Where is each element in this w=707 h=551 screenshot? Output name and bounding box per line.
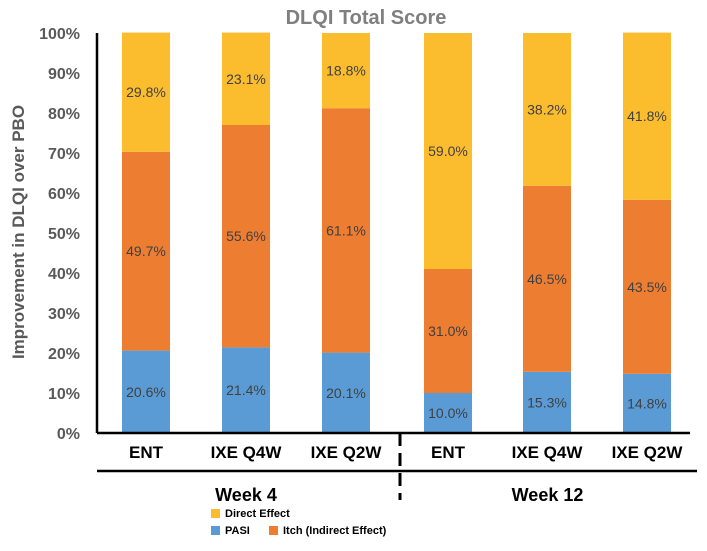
data-label: 38.2% — [527, 101, 567, 117]
category-label: ENT — [129, 443, 164, 462]
legend-swatch — [211, 526, 220, 535]
legend-swatch — [269, 526, 278, 535]
bar-segment — [222, 125, 270, 348]
bar-segment — [623, 373, 671, 433]
legend-label: Direct Effect — [225, 508, 290, 520]
category-label: IXE Q2W — [311, 443, 383, 462]
data-label: 18.8% — [326, 63, 366, 79]
bar-segment — [523, 371, 571, 433]
axes — [95, 33, 697, 500]
group-label: Week 12 — [512, 485, 584, 505]
legend-label: PASI — [225, 525, 250, 537]
bar-segment — [523, 185, 571, 372]
data-label: 10.0% — [428, 405, 468, 421]
data-label: 41.8% — [627, 108, 667, 124]
category-labels: ENT IXE Q4W IXE Q2W ENT IXE Q4W IXE Q2W — [129, 443, 683, 462]
bar-segment — [322, 352, 370, 433]
bar-segment — [424, 393, 472, 433]
category-label: IXE Q4W — [512, 443, 584, 462]
y-tick-label: 40% — [48, 266, 80, 283]
y-tick-label: 10% — [48, 386, 80, 403]
bar-segment — [222, 32, 270, 125]
legend-swatch — [211, 509, 220, 518]
data-label: 43.5% — [627, 279, 667, 295]
group-label: Week 4 — [215, 485, 277, 505]
y-axis-label: Improvement in DLQI over PBO — [9, 105, 28, 359]
bar-segment — [424, 269, 472, 393]
y-axis-ticks: 0% 10% 20% 30% 40% 50% 60% 70% 80% 90% 100% — [39, 26, 80, 443]
bar-segment — [322, 108, 370, 353]
legend-label: Itch (Indirect Effect) — [283, 525, 387, 537]
bar-segment — [424, 33, 472, 269]
category-label: IXE Q2W — [612, 443, 684, 462]
y-tick-label: 50% — [48, 226, 80, 243]
bar-segment — [122, 151, 170, 351]
data-label: 59.0% — [428, 143, 468, 159]
bar-segment — [122, 350, 170, 433]
category-label: ENT — [431, 443, 466, 462]
bar-segment — [623, 199, 671, 374]
bar-segment — [322, 33, 370, 109]
data-label: 14.8% — [627, 395, 667, 411]
y-tick-label: 20% — [48, 346, 80, 363]
y-tick-label: 30% — [48, 306, 80, 323]
y-tick-label: 0% — [57, 426, 80, 443]
bar-segment — [122, 32, 170, 152]
chart-title: DLQI Total Score — [286, 7, 447, 29]
y-tick-label: 90% — [48, 66, 80, 83]
bar-segment — [623, 32, 671, 200]
data-label: 46.5% — [527, 271, 567, 287]
y-tick-label: 80% — [48, 106, 80, 123]
data-label: 21.4% — [226, 382, 266, 398]
data-label: 29.8% — [126, 84, 166, 100]
data-label: 55.6% — [226, 228, 266, 244]
bar-segment — [523, 33, 571, 186]
data-label: 31.0% — [428, 323, 468, 339]
y-tick-label: 100% — [39, 26, 80, 43]
bar-segment — [222, 347, 270, 433]
group-labels: Week 4 Week 12 — [215, 485, 583, 505]
bars: 20.6% 49.7% 29.8% 21.4% 55.6% 23.1% 20.1% 61.1%… — [122, 32, 671, 433]
data-label: 20.6% — [126, 384, 166, 400]
data-label: 20.1% — [326, 385, 366, 401]
y-tick-label: 70% — [48, 146, 80, 163]
data-label: 61.1% — [326, 222, 366, 238]
data-label: 15.3% — [527, 394, 567, 410]
category-label: IXE Q4W — [211, 443, 283, 462]
legend: Direct Effect PASI Itch (Indirect Effect) — [211, 508, 387, 537]
data-label: 49.7% — [126, 243, 166, 259]
y-tick-label: 60% — [48, 186, 80, 203]
data-label: 23.1% — [226, 71, 266, 87]
